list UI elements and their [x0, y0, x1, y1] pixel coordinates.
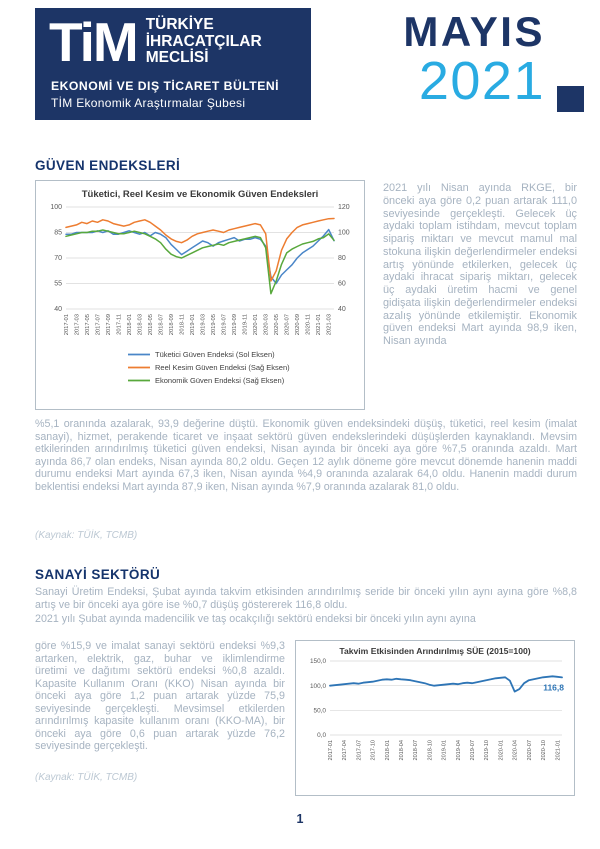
issue-month: MAYIS — [403, 8, 545, 55]
tim-logo-line3: MECLİSİ — [145, 49, 209, 67]
svg-text:70: 70 — [54, 255, 62, 262]
confidence-indices-chart: Tüketici, Reel Kesim ve Ekonomik Güven E… — [35, 180, 365, 410]
svg-text:2018-01: 2018-01 — [127, 314, 133, 335]
sanayi-source-note: (Kaynak: TÜİK, TCMB) — [35, 772, 138, 783]
svg-text:0,0: 0,0 — [317, 732, 326, 739]
svg-text:Takvim Etkisinden Arındırılmış: Takvim Etkisinden Arındırılmış SÜE (2015… — [339, 646, 530, 656]
svg-text:2018-10: 2018-10 — [427, 740, 433, 761]
svg-text:2019-09: 2019-09 — [232, 314, 238, 335]
guven-paragraph-full: %5,1 oranında azalarak, 93,9 değerine dü… — [35, 418, 577, 493]
svg-text:80: 80 — [338, 255, 346, 262]
svg-text:2017-10: 2017-10 — [371, 740, 377, 761]
svg-text:55: 55 — [54, 281, 62, 288]
bulletin-title: EKONOMİ VE DIŞ TİCARET BÜLTENİ — [51, 79, 280, 94]
industrial-production-chart: Takvim Etkisinden Arındırılmış SÜE (2015… — [295, 640, 575, 796]
svg-text:120: 120 — [338, 204, 350, 211]
svg-text:2017-07: 2017-07 — [356, 740, 362, 761]
sanayi-left-column: göre %15,9 ve imalat sanayi sektörü ende… — [35, 640, 285, 783]
guven-paragraph-right: 2021 yılı Nisan ayında RKGE, bir önceki … — [383, 182, 577, 347]
tim-logo: TiM TÜRKİYE İHRACATÇILAR MECLİSİ — [35, 8, 311, 72]
svg-text:2018-11: 2018-11 — [180, 314, 186, 335]
svg-text:Reel Kesim Güven Endeksi (Sağ: Reel Kesim Güven Endeksi (Sağ Eksen) — [155, 363, 290, 372]
svg-text:50,0: 50,0 — [314, 708, 327, 715]
svg-text:2019-04: 2019-04 — [456, 740, 462, 761]
bulletin-subtitle: TİM Ekonomik Araştırmalar Şubesi — [51, 96, 246, 111]
svg-text:2020-04: 2020-04 — [513, 740, 519, 761]
svg-text:2020-09: 2020-09 — [295, 314, 301, 335]
svg-text:2021-01: 2021-01 — [555, 740, 561, 761]
tim-logo-line1: TÜRKİYE — [145, 16, 214, 34]
guven-paragraph-block: %5,1 oranında azalarak, 93,9 değerine dü… — [35, 418, 577, 541]
svg-text:2018-01: 2018-01 — [385, 740, 391, 761]
svg-text:2017-03: 2017-03 — [75, 314, 81, 335]
svg-text:2017-07: 2017-07 — [96, 314, 102, 335]
svg-text:2020-05: 2020-05 — [274, 314, 280, 335]
tim-logo-wordmark: TiM — [49, 11, 139, 73]
svg-text:2017-01: 2017-01 — [64, 314, 70, 335]
svg-text:150,0: 150,0 — [310, 658, 326, 665]
svg-text:116,8: 116,8 — [543, 682, 564, 692]
svg-text:2021-03: 2021-03 — [327, 314, 333, 335]
svg-text:2019-07: 2019-07 — [470, 740, 476, 761]
svg-text:2020-07: 2020-07 — [527, 740, 533, 761]
section-title-guven: GÜVEN ENDEKSLERİ — [35, 158, 181, 174]
svg-text:2019-01: 2019-01 — [442, 740, 448, 761]
issue-year: 2021 — [418, 51, 545, 112]
svg-text:2018-09: 2018-09 — [169, 314, 175, 335]
svg-text:2019-01: 2019-01 — [190, 314, 196, 335]
svg-text:2019-11: 2019-11 — [243, 314, 249, 335]
svg-text:40: 40 — [338, 306, 346, 313]
svg-text:2019-10: 2019-10 — [484, 740, 490, 761]
sanayi-paragraph-2: 2021 yılı Şubat ayında madencilik ve taş… — [35, 613, 476, 625]
svg-text:2021-01: 2021-01 — [316, 314, 322, 335]
svg-text:2019-03: 2019-03 — [201, 314, 207, 335]
svg-text:Tüketici, Reel Kesim ve Ekonom: Tüketici, Reel Kesim ve Ekonomik Güven E… — [82, 189, 319, 200]
tim-brand-block: TiM TÜRKİYE İHRACATÇILAR MECLİSİ EKONOMİ… — [35, 8, 311, 121]
svg-text:85: 85 — [54, 230, 62, 237]
svg-text:2019-07: 2019-07 — [222, 314, 228, 335]
section-title-sanayi: SANAYİ SEKTÖRÜ — [35, 567, 161, 583]
svg-text:2018-07: 2018-07 — [159, 314, 165, 335]
guven-source-note: (Kaynak: TÜİK, TCMB) — [35, 530, 138, 541]
svg-text:2020-07: 2020-07 — [285, 314, 291, 335]
issue-date: MAYIS 2021 — [340, 8, 545, 112]
svg-text:2018-05: 2018-05 — [148, 314, 154, 335]
svg-text:2018-04: 2018-04 — [399, 740, 405, 761]
svg-text:2017-09: 2017-09 — [106, 314, 112, 335]
svg-text:2020-01: 2020-01 — [253, 314, 259, 335]
svg-text:Tüketici Güven Endeksi (Sol Ek: Tüketici Güven Endeksi (Sol Eksen) — [155, 350, 275, 359]
svg-text:Ekonomik Güven Endeksi (Sağ Ek: Ekonomik Güven Endeksi (Sağ Eksen) — [155, 376, 285, 385]
svg-text:2020-01: 2020-01 — [498, 740, 504, 761]
svg-text:2020-11: 2020-11 — [306, 314, 312, 335]
svg-text:2020-10: 2020-10 — [541, 740, 547, 761]
corner-decoration — [557, 86, 584, 112]
svg-text:2020-03: 2020-03 — [264, 314, 270, 335]
tim-logo-text: TÜRKİYE İHRACATÇILAR MECLİSİ — [145, 16, 262, 67]
svg-text:60: 60 — [338, 281, 346, 288]
svg-text:2017-04: 2017-04 — [342, 740, 348, 761]
tim-logo-line2: İHRACATÇILAR — [145, 32, 262, 50]
svg-text:2017-05: 2017-05 — [85, 314, 91, 335]
svg-text:2017-11: 2017-11 — [117, 314, 123, 335]
svg-text:2018-03: 2018-03 — [138, 314, 144, 335]
page-number: 1 — [296, 812, 304, 826]
svg-text:100: 100 — [338, 230, 350, 237]
svg-text:100: 100 — [50, 204, 62, 211]
svg-text:2019-05: 2019-05 — [211, 314, 217, 335]
svg-text:2017-01: 2017-01 — [328, 740, 334, 761]
sanayi-paragraph-left: göre %15,9 ve imalat sanayi sektörü ende… — [35, 640, 285, 753]
svg-text:100,0: 100,0 — [310, 683, 326, 690]
svg-text:40: 40 — [54, 306, 62, 313]
sanayi-paragraph-1: Sanayi Üretim Endeksi, Şubat ayında takv… — [35, 586, 577, 611]
svg-text:2018-07: 2018-07 — [413, 740, 419, 761]
